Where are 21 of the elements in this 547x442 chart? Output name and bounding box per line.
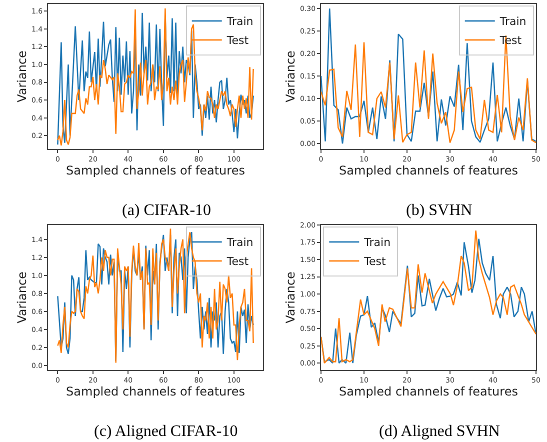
line-series (321, 34, 536, 144)
x-axis-title: Sampled channels of features (66, 384, 245, 398)
y-axis-title: Variance (283, 272, 298, 324)
x-axis-title: Sampled channels of features (339, 384, 518, 398)
x-axis-title: Sampled channels of features (66, 163, 245, 178)
text: (a) CIFAR-10 (122, 202, 212, 219)
legend-label: Train (226, 15, 254, 28)
x-axis-title: Sampled channels of features (339, 163, 518, 178)
y-axis-title: Variance (283, 50, 298, 102)
text: (c) Aligned CIFAR-10 (94, 423, 238, 440)
legend-label: Test (226, 34, 250, 48)
legend-label: Test (363, 255, 386, 268)
legend-label: Train (498, 15, 526, 28)
text: (b) SVHN (406, 202, 473, 219)
legend-label: Train (226, 236, 254, 250)
y-axis-title: Variance (14, 272, 29, 324)
text: (d) Aligned SVHN (379, 423, 500, 440)
y-axis-title: Variance (14, 50, 29, 102)
legend-label: Train (363, 236, 391, 250)
line-series (321, 8, 536, 144)
legend-label: Test (226, 255, 250, 268)
